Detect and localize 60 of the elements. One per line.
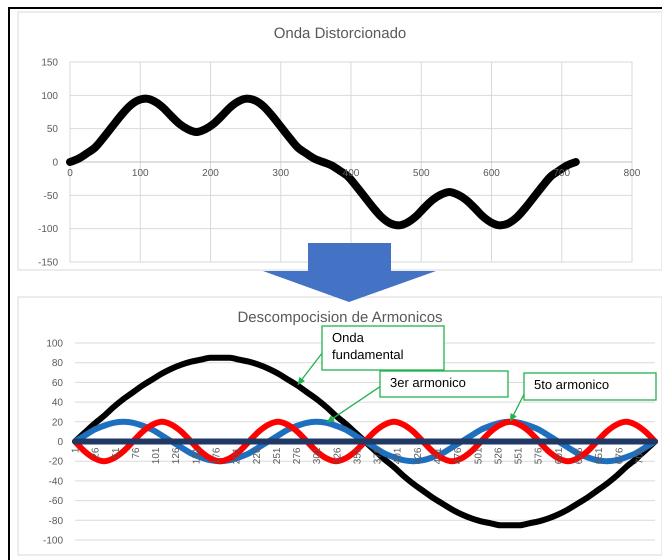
x-tick-label: 400 (342, 168, 360, 179)
x-tick-label: 426 (412, 447, 424, 464)
y-tick-label: 40 (52, 398, 64, 409)
chart-title: Onda Distorcionado (274, 25, 406, 42)
x-tick-label: 401 (392, 447, 404, 464)
x-tick-label: 651 (594, 447, 606, 464)
y-tick-label: -60 (48, 496, 64, 508)
x-tick-label: 100 (132, 168, 150, 179)
x-tick-label: 300 (272, 168, 290, 179)
x-tick-label: 551 (514, 447, 525, 464)
x-tick-label: 251 (272, 447, 283, 464)
y-tick-label: 20 (52, 417, 64, 428)
text: 5to armonico (534, 377, 610, 392)
y-tick-label: 100 (46, 338, 64, 350)
y-tick-label: 50 (46, 124, 58, 136)
y-tick-label: 0 (52, 158, 58, 168)
y-tick-label: -50 (44, 190, 58, 202)
x-tick-label: 800 (624, 168, 641, 179)
x-tick-label: 301 (312, 447, 324, 464)
y-tick-label: 100 (41, 90, 58, 102)
x-tick-label: 600 (483, 168, 500, 179)
y-tick-label: -100 (38, 224, 58, 236)
x-tick-label: 676 (614, 447, 626, 464)
text: 3er armonico (390, 375, 466, 390)
y-tick-label: -40 (48, 476, 64, 488)
x-tick-label: 151 (191, 447, 202, 464)
chart-title: Descompocision de Armonicos (237, 309, 443, 326)
x-tick-label: 526 (493, 447, 504, 464)
y-tick-label: 60 (52, 378, 64, 389)
text: Onda fundamental (332, 330, 404, 362)
x-tick-label: 76 (130, 447, 142, 459)
x-tick-label: 326 (332, 447, 344, 464)
x-tick-label: 226 (252, 447, 263, 464)
x-tick-label: 451 (433, 447, 444, 464)
x-tick-label: 576 (534, 447, 545, 464)
x-tick-label: 176 (211, 447, 222, 464)
y-tick-label: -80 (48, 516, 64, 527)
x-tick-label: 101 (151, 447, 162, 464)
x-tick-label: 501 (473, 447, 484, 464)
x-tick-label: 1 (70, 447, 82, 454)
y-tick-label: 80 (52, 358, 64, 370)
x-tick-label: 351 (352, 447, 364, 464)
y-tick-label: -150 (38, 258, 58, 268)
x-tick-label: 500 (412, 168, 430, 179)
x-tick-label: 126 (171, 447, 182, 464)
x-tick-label: 0 (67, 168, 74, 179)
x-tick-label: 476 (453, 447, 464, 464)
y-tick-label: -20 (48, 456, 64, 468)
x-tick-label: 601 (554, 447, 565, 464)
x-tick-label: 26 (90, 447, 102, 459)
y-tick-label: -100 (42, 536, 64, 546)
x-tick-label: 51 (110, 447, 122, 459)
y-tick-label: 150 (41, 58, 58, 68)
x-tick-label: 200 (202, 168, 220, 179)
y-tick-label: 0 (57, 437, 64, 448)
x-tick-label: 276 (292, 447, 304, 464)
x-tick-label: 701 (634, 447, 646, 464)
x-tick-label: 376 (372, 447, 384, 464)
x-tick-label: 626 (574, 447, 585, 464)
x-tick-label: 201 (232, 447, 243, 464)
